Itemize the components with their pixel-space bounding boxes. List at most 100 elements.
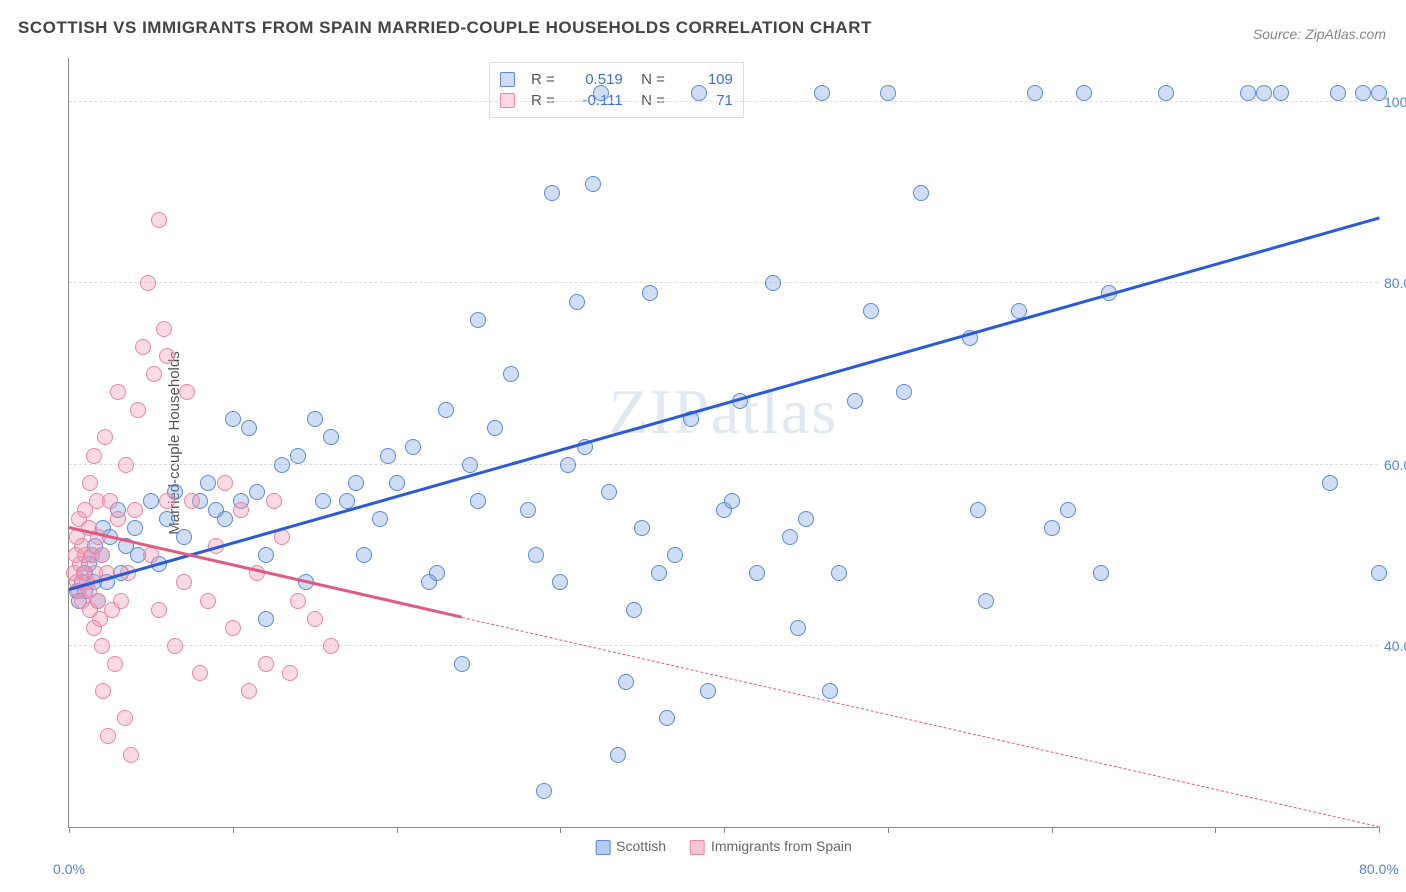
data-point xyxy=(123,747,139,763)
data-point xyxy=(536,783,552,799)
data-point xyxy=(601,484,617,500)
data-point xyxy=(159,511,175,527)
data-point xyxy=(266,493,282,509)
data-point xyxy=(610,747,626,763)
data-point xyxy=(356,547,372,563)
data-point xyxy=(1076,85,1092,101)
data-point xyxy=(118,457,134,473)
data-point xyxy=(389,475,405,491)
data-point xyxy=(487,420,503,436)
data-point xyxy=(290,593,306,609)
data-point xyxy=(724,493,740,509)
data-point xyxy=(667,547,683,563)
data-point xyxy=(241,683,257,699)
data-point xyxy=(691,85,707,101)
data-point xyxy=(642,285,658,301)
data-point xyxy=(233,502,249,518)
data-point xyxy=(520,502,536,518)
data-point xyxy=(847,393,863,409)
data-point xyxy=(1256,85,1272,101)
data-point xyxy=(634,520,650,536)
data-point xyxy=(241,420,257,436)
data-point xyxy=(258,611,274,627)
legend-swatch xyxy=(690,840,705,855)
chart-title: SCOTTISH VS IMMIGRANTS FROM SPAIN MARRIE… xyxy=(18,18,872,38)
data-point xyxy=(822,683,838,699)
chart-container: SCOTTISH VS IMMIGRANTS FROM SPAIN MARRIE… xyxy=(0,0,1406,892)
data-point xyxy=(151,602,167,618)
data-point xyxy=(593,85,609,101)
data-point xyxy=(618,674,634,690)
data-point xyxy=(569,294,585,310)
data-point xyxy=(82,475,98,491)
gridline xyxy=(69,282,1378,283)
data-point xyxy=(107,656,123,672)
x-tick xyxy=(1215,827,1216,833)
data-point xyxy=(117,710,133,726)
data-point xyxy=(143,493,159,509)
data-point xyxy=(110,384,126,400)
data-point xyxy=(1044,520,1060,536)
data-point xyxy=(97,429,113,445)
data-point xyxy=(626,602,642,618)
data-point xyxy=(1240,85,1256,101)
data-point xyxy=(790,620,806,636)
data-point xyxy=(863,303,879,319)
data-point xyxy=(274,457,290,473)
data-point xyxy=(94,638,110,654)
data-point xyxy=(143,547,159,563)
data-point xyxy=(217,511,233,527)
legend-label: Scottish xyxy=(616,838,666,854)
data-point xyxy=(159,348,175,364)
data-point xyxy=(127,520,143,536)
data-point xyxy=(217,475,233,491)
chart-source: Source: ZipAtlas.com xyxy=(1253,26,1386,42)
data-point xyxy=(307,411,323,427)
y-tick-label: 80.0% xyxy=(1384,275,1406,291)
data-point xyxy=(95,683,111,699)
data-point xyxy=(470,312,486,328)
data-point xyxy=(528,547,544,563)
data-point xyxy=(94,547,110,563)
data-point xyxy=(176,574,192,590)
data-point xyxy=(200,475,216,491)
data-point xyxy=(782,529,798,545)
data-point xyxy=(880,85,896,101)
y-tick-label: 60.0% xyxy=(1384,457,1406,473)
data-point xyxy=(151,212,167,228)
x-tick xyxy=(724,827,725,833)
data-point xyxy=(544,185,560,201)
n-value: 109 xyxy=(675,71,733,88)
x-tick xyxy=(888,827,889,833)
data-point xyxy=(503,366,519,382)
swatch-scottish xyxy=(500,72,515,87)
data-point xyxy=(146,366,162,382)
data-point xyxy=(249,484,265,500)
data-point xyxy=(1060,502,1076,518)
gridline xyxy=(69,645,1378,646)
gridline xyxy=(69,464,1378,465)
legend-item: Scottish xyxy=(595,838,666,855)
data-point xyxy=(1355,85,1371,101)
data-point xyxy=(1371,85,1387,101)
gridline xyxy=(69,101,1378,102)
data-point xyxy=(140,275,156,291)
data-point xyxy=(429,565,445,581)
data-point xyxy=(405,439,421,455)
legend-swatch xyxy=(595,840,610,855)
data-point xyxy=(130,402,146,418)
bottom-legend: Scottish Immigrants from Spain xyxy=(595,838,852,855)
data-point xyxy=(156,321,172,337)
data-point xyxy=(765,275,781,291)
x-tick xyxy=(560,827,561,833)
data-point xyxy=(184,493,200,509)
data-point xyxy=(225,411,241,427)
data-point xyxy=(348,475,364,491)
legend-item: Immigrants from Spain xyxy=(690,838,852,855)
data-point xyxy=(1322,475,1338,491)
x-tick xyxy=(397,827,398,833)
data-point xyxy=(307,611,323,627)
data-point xyxy=(749,565,765,581)
x-tick xyxy=(69,827,70,833)
data-point xyxy=(110,511,126,527)
